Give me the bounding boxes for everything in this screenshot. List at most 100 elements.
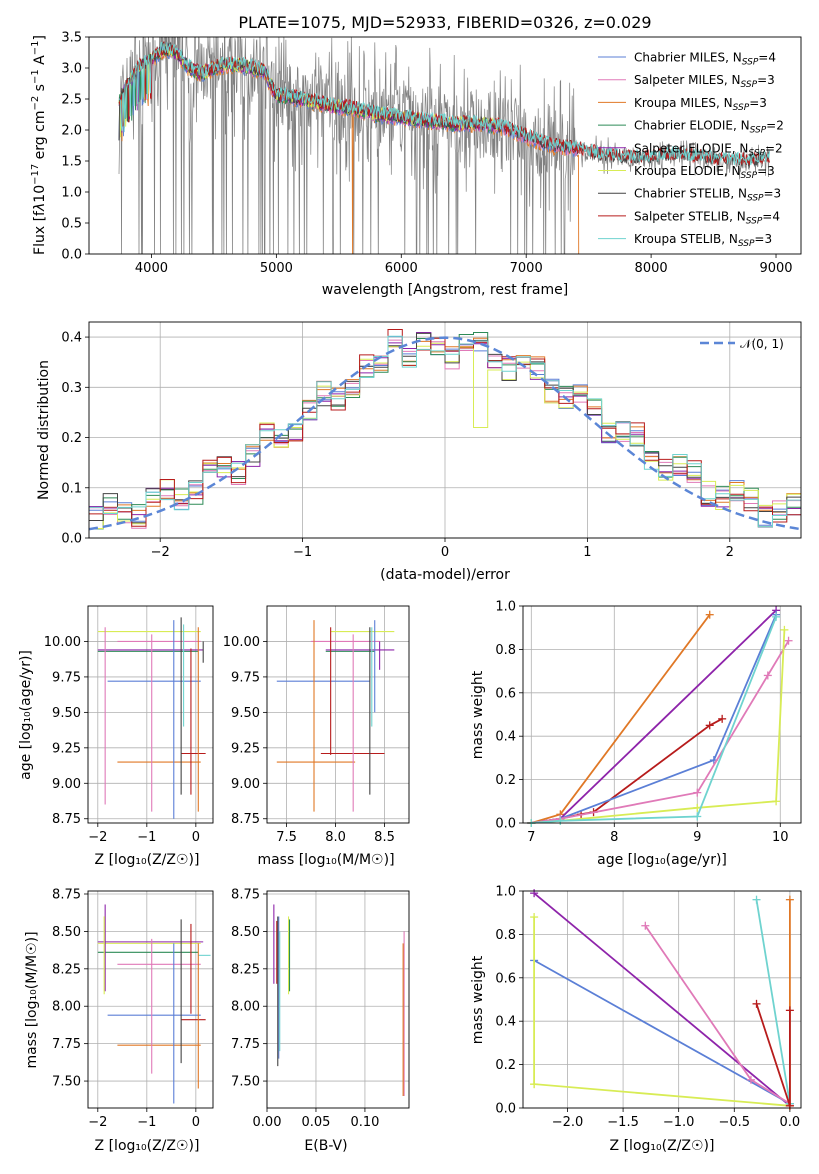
spectrum-plot-area (118, 37, 770, 254)
x-tick-label: 0.0 (780, 1115, 801, 1130)
age-vs-mass-panel: mass [log₁₀(M/M☉)] 7.5 8.0 8.5 8.75 9.00 9.25… (223, 605, 410, 868)
y-tick-label: 9.50 (231, 706, 260, 721)
series-line-salpeter_elodie (531, 609, 777, 824)
y-tick-label: 0.2 (61, 431, 82, 446)
y-tick-label: 3.5 (61, 31, 82, 46)
observed-spectrum-line (118, 37, 770, 254)
spectrum-panel: PLATE=1075, MJD=52933, FIBERID=0326, z=0… (30, 13, 802, 298)
spectrum-ylabel: Flux [fλ10−17 erg cm−2 s−1 A−1] (30, 35, 48, 255)
weight-vs-Z-panel: Z [log₁₀(Z/Z☉)] mass weight −2.0 −1.5 −1.0… (470, 885, 802, 1154)
y-tick-label: 0.1 (61, 481, 82, 496)
legend-label: Kroupa MILES, NSSP=3 (634, 96, 767, 113)
x-tick-label: 10 (772, 830, 789, 845)
y-tick-label: 7.75 (231, 1037, 260, 1052)
spectrum-legend: Chabrier MILES, NSSP=4 Salpeter MILES, NS… (598, 51, 784, 249)
x-tick-label: 6000 (385, 261, 418, 276)
spectrum-xlabel: wavelength [Angstrom, rest frame] (322, 282, 568, 298)
y-tick-label: 2.5 (61, 93, 82, 108)
x-tick-label: 8.0 (325, 830, 346, 845)
y-tick-label: 8.25 (231, 962, 260, 977)
x-tick-label: 8 (610, 830, 618, 845)
y-tick-label: 0.8 (495, 643, 516, 658)
x-tick-label: 0 (441, 545, 449, 560)
legend-label: Salpeter MILES, NSSP=3 (634, 73, 775, 90)
y-tick-label: 9.25 (52, 741, 81, 756)
x-tick-label: 0 (192, 1115, 200, 1130)
mass-vs-Z-panel: Z [log₁₀(Z/Z☉)] mass [log₁₀(M/M☉)] −2 −1 0… (24, 887, 214, 1154)
series-line-kroupa_elodie (531, 629, 786, 824)
y-tick-label: 9.00 (231, 777, 260, 792)
x-tick-label: −2 (151, 545, 170, 560)
age-vs-Z-panel: Z [log₁₀(Z/Z☉)] age [log₁₀(age/yr)] −2 −1… (18, 605, 214, 868)
y-tick-label: 10.00 (44, 635, 81, 650)
y-tick-label: 1.0 (495, 885, 516, 900)
y-tick-label: 0.6 (495, 686, 516, 701)
y-tick-label: 8.00 (52, 1000, 81, 1015)
y-tick-label: 8.00 (231, 1000, 260, 1015)
weight-vs-age-xlabel: age [log₁₀(age/yr)] (597, 852, 727, 868)
x-tick-label: 0.00 (253, 1115, 282, 1130)
legend-label: Kroupa ELODIE, NSSP=3 (634, 164, 775, 181)
y-tick-label: 0.8 (495, 928, 516, 943)
x-tick-label: −1.5 (607, 1115, 639, 1130)
weight-vs-age-ylabel: mass weight (470, 670, 486, 759)
x-tick-label: 5000 (260, 261, 293, 276)
y-tick-label: 0.2 (495, 773, 516, 788)
y-tick-label: 8.75 (52, 887, 81, 902)
y-tick-label: 0.0 (61, 532, 82, 547)
x-tick-label: −1 (293, 545, 312, 560)
y-tick-label: 7.50 (52, 1075, 81, 1090)
y-tick-label: 0.0 (495, 817, 516, 832)
weight-vs-Z-ylabel: mass weight (470, 955, 486, 1044)
legend-label: 𝒩(0, 1) (740, 337, 784, 351)
y-tick-label: 7.50 (231, 1075, 260, 1090)
legend-label: Chabrier STELIB, NSSP=3 (634, 187, 781, 204)
spectrum-title: PLATE=1075, MJD=52933, FIBERID=0326, z=0… (238, 13, 651, 32)
y-tick-label: 0.0 (61, 248, 82, 263)
series-line-kroupa_stelib (755, 899, 791, 1104)
y-tick-label: 7.75 (52, 1037, 81, 1052)
x-tick-label: 0.05 (301, 1115, 330, 1130)
age-vs-Z-ylabel: age [log₁₀(age/yr)] (18, 650, 34, 780)
normal-curve (88, 336, 802, 531)
age-vs-mass-xlabel: mass [log₁₀(M/M☉)] (257, 852, 394, 868)
axes-frame (87, 605, 214, 824)
series-line-kroupa_stelib (531, 616, 777, 824)
x-tick-label: 9000 (759, 261, 792, 276)
weight-vs-Z-xlabel: Z [log₁₀(Z/Z☉)] (610, 1138, 715, 1154)
model-line-kroupa_stelib (118, 41, 770, 166)
y-tick-label: 0.3 (61, 381, 82, 396)
y-tick-label: 9.75 (52, 670, 81, 685)
axes-frame (522, 890, 802, 1109)
legend-label: Kroupa STELIB, NSSP=3 (634, 232, 772, 249)
y-tick-label: 9.75 (231, 670, 260, 685)
axes-frame (88, 321, 802, 539)
x-tick-label: −1.0 (663, 1115, 695, 1130)
y-tick-label: 0.4 (495, 730, 516, 745)
x-tick-label: −2.0 (552, 1115, 584, 1130)
x-tick-label: 9 (693, 830, 701, 845)
x-tick-label: −1 (137, 1115, 156, 1130)
legend-label: Salpeter ELODIE, NSSP=2 (634, 141, 783, 158)
y-tick-label: 9.25 (231, 741, 260, 756)
residuals-panel: (data-model)/error Normed distribution −… (36, 321, 802, 583)
y-tick-label: 8.75 (52, 812, 81, 827)
y-tick-label: 8.75 (231, 812, 260, 827)
y-tick-label: 0.0 (495, 1102, 516, 1117)
axes-frame (266, 605, 410, 824)
y-tick-label: 0.6 (495, 971, 516, 986)
series-line-salpeter_stelib (755, 1003, 791, 1107)
x-tick-label: 4000 (135, 261, 168, 276)
y-tick-label: 1.0 (495, 600, 516, 615)
x-tick-label: 0.10 (350, 1115, 379, 1130)
axes-frame (522, 605, 802, 824)
x-tick-label: 1 (583, 545, 591, 560)
y-tick-label: 8.50 (52, 925, 81, 940)
histogram-step-kroupa_stelib (89, 335, 801, 528)
y-tick-label: 0.4 (61, 331, 82, 346)
histogram-step-salpeter_stelib (89, 329, 801, 527)
x-tick-label: 8000 (635, 261, 668, 276)
x-tick-label: −0.5 (718, 1115, 750, 1130)
y-tick-label: 2.0 (61, 124, 82, 139)
y-tick-label: 8.50 (231, 925, 260, 940)
